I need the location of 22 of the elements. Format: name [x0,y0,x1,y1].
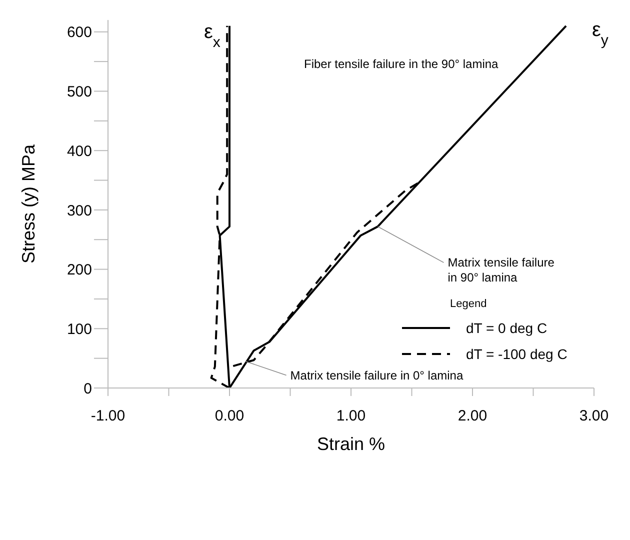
x-tick-label: 1.00 [336,408,366,425]
y-tick-label: 300 [66,202,92,220]
annotation: ε$_{x}$ [204,21,221,50]
y-tick-label: 100 [66,320,92,338]
x-axis-title: Strain % [316,434,386,454]
annotation: Fiber tensile failure in the 90° lamina [304,57,499,71]
annotation: ε$_{y}$ [592,19,609,48]
legend-label: dT = 0 deg C [466,320,548,336]
y-tick-label: 400 [66,142,92,160]
x-tick-label: -1.00 [90,408,126,425]
y-axis-title: Stress (y) MPa [18,144,38,264]
y-tick-label: 0 [84,380,92,398]
legend-label: dT = -100 deg C [466,346,568,362]
y-tick-label: 600 [66,24,92,42]
legend-title: Legend [450,298,488,310]
y-tick-label: 500 [66,84,92,101]
x-tick-label: 3.00 [579,408,609,425]
x-tick-label: 2.00 [458,408,488,425]
x-tick-label: 0.00 [214,408,244,425]
y-tick-label: 200 [66,262,92,279]
annotation: Matrix tensile failure in 0° lamina [290,368,464,382]
annotation: Matrix tensile failure in 90° lamina [448,256,555,285]
